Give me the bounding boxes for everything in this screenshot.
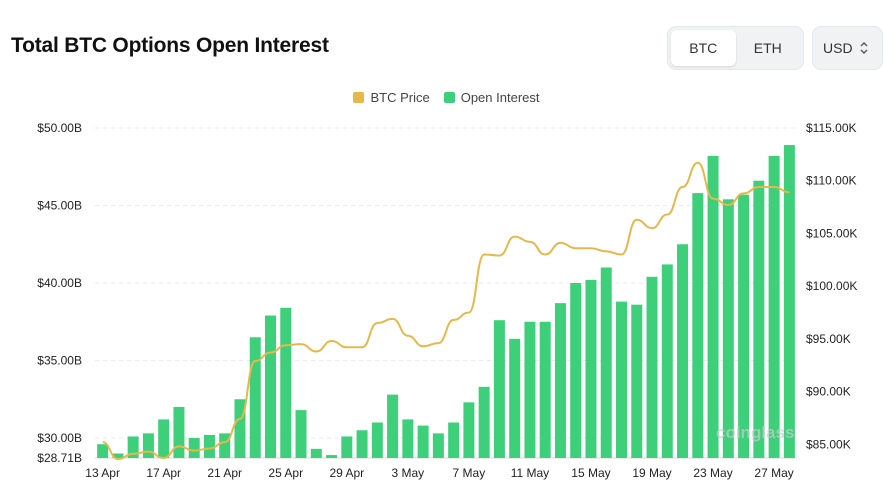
legend-item-btc-price[interactable]: BTC Price — [353, 90, 430, 105]
bar-open-interest — [509, 338, 521, 458]
bar-open-interest — [280, 307, 292, 458]
bar-open-interest — [387, 394, 399, 458]
line-btc-price — [102, 161, 790, 461]
bar-open-interest — [539, 321, 551, 458]
bar-series — [97, 145, 795, 459]
currency-label: USD — [823, 40, 853, 56]
bar-open-interest — [402, 419, 414, 458]
bar-open-interest — [97, 444, 109, 458]
bar-open-interest — [356, 430, 368, 458]
tab-eth[interactable]: ETH — [753, 40, 782, 56]
bar-open-interest — [249, 337, 261, 458]
left-axis-tick-label: $40.00B — [37, 276, 82, 290]
bar-open-interest — [524, 321, 536, 458]
x-axis-tick-label: 11 May — [511, 466, 549, 480]
right-axis-tick-label: $100.00K — [806, 279, 857, 293]
legend-item-open-interest[interactable]: Open Interest — [443, 90, 540, 105]
x-axis-labels: 13 Apr 17 Apr 21 Apr 25 Apr 29 Apr 3 May 7 May… — [85, 466, 794, 480]
bar-open-interest — [738, 194, 750, 459]
bar-open-interest — [310, 448, 322, 458]
bar-open-interest — [234, 399, 246, 458]
bar-open-interest — [677, 244, 689, 458]
bar-open-interest — [142, 433, 154, 458]
bar-open-interest — [692, 193, 704, 458]
right-axis-tick-label: $110.00K — [806, 174, 857, 188]
left-axis-tick-label: $30.00B — [37, 431, 82, 445]
x-axis-tick-label: 7 May — [453, 466, 486, 480]
bar-open-interest — [616, 301, 627, 458]
x-axis-tick-label: 17 Apr — [146, 466, 181, 480]
bar-open-interest — [753, 180, 765, 458]
left-axis-tick-label: $45.00B — [37, 199, 82, 213]
right-axis-tick-label: $95.00K — [806, 332, 851, 346]
page-title: Total BTC Options Open Interest — [11, 34, 329, 57]
right-axis-labels: $115.00K $110.00K $105.00K $100.00K $95.00K $… — [806, 121, 857, 451]
bar-open-interest — [295, 410, 307, 458]
grid-lines — [95, 127, 797, 459]
x-axis-tick-label: 29 Apr — [329, 466, 364, 480]
bar-open-interest — [631, 304, 643, 458]
legend-label-open-interest: Open Interest — [460, 90, 540, 105]
bar-open-interest — [219, 433, 231, 458]
legend-swatch-open-interest — [443, 92, 455, 103]
currency-select[interactable]: USD — [813, 27, 882, 69]
bar-open-interest — [707, 155, 719, 458]
asset-toggle: BTC ETH — [668, 27, 803, 69]
bar-open-interest — [127, 436, 139, 458]
bar-open-interest — [554, 303, 566, 458]
x-axis-tick-label: 3 May — [392, 466, 425, 480]
bar-open-interest — [203, 434, 215, 458]
bar-open-interest — [112, 453, 124, 458]
x-axis-tick-label: 15 May — [571, 466, 610, 480]
bar-open-interest — [478, 386, 490, 458]
bar-open-interest — [341, 436, 353, 458]
legend-swatch-btc-price — [353, 92, 365, 103]
bar-open-interest — [768, 155, 780, 458]
x-axis-tick-label: 25 Apr — [268, 466, 303, 480]
right-axis-tick-label: $115.00K — [806, 121, 857, 135]
watermark-text: coinglass — [716, 423, 794, 442]
left-axis-tick-label: $35.00B — [37, 354, 82, 368]
legend-label-btc-price: BTC Price — [370, 90, 430, 105]
right-axis-tick-label: $105.00K — [806, 226, 857, 240]
bar-open-interest — [585, 279, 597, 458]
left-axis-labels: $50.00B $45.00B $40.00B $35.00B $30.00B $28.7… — [37, 121, 82, 465]
bar-open-interest — [371, 422, 383, 458]
bar-open-interest — [265, 315, 276, 458]
bar-open-interest — [783, 145, 795, 458]
right-axis-tick-label: $90.00K — [806, 385, 851, 399]
chart-legend: BTC Price Open Interest — [0, 90, 893, 105]
bar-open-interest — [463, 402, 475, 458]
bar-open-interest — [326, 455, 338, 458]
bar-open-interest — [158, 419, 170, 458]
bar-open-interest — [722, 199, 734, 458]
left-axis-tick-label: $28.71B — [37, 451, 82, 465]
bar-open-interest — [600, 267, 612, 458]
bar-open-interest — [448, 422, 460, 458]
bar-open-interest — [173, 407, 185, 458]
x-axis-tick-label: 13 Apr — [85, 466, 120, 480]
x-axis-tick-label: 21 Apr — [207, 466, 242, 480]
line-series — [102, 161, 790, 461]
left-axis-tick-label: $50.00B — [37, 121, 82, 135]
x-axis-tick-label: 23 May — [693, 466, 732, 480]
chevron-updown-icon — [859, 40, 869, 56]
bar-open-interest — [493, 320, 505, 458]
bar-open-interest — [570, 283, 582, 458]
bar-open-interest — [661, 264, 673, 458]
tab-btc[interactable]: BTC — [671, 30, 736, 66]
bar-open-interest — [432, 433, 444, 458]
right-axis-tick-label: $85.00K — [806, 437, 851, 451]
bar-open-interest — [646, 276, 658, 458]
bar-open-interest — [188, 438, 200, 458]
bar-open-interest — [417, 425, 429, 458]
x-axis-tick-label: 19 May — [632, 466, 671, 480]
x-axis-tick-label: 27 May — [754, 466, 793, 480]
